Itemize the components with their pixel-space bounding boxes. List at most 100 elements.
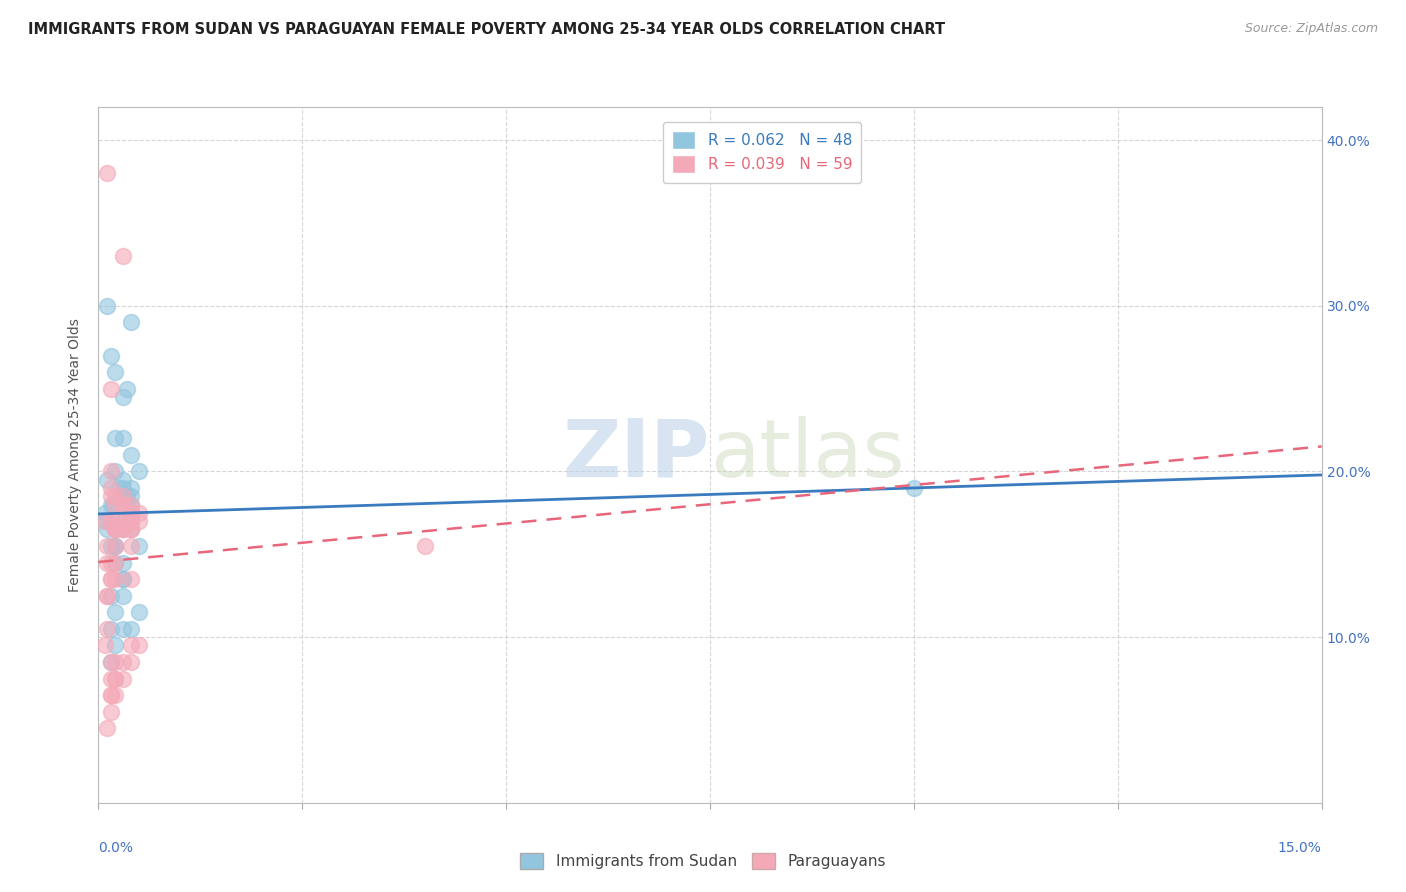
Point — [120, 481, 142, 495]
Point — [96, 166, 118, 180]
Point — [120, 498, 142, 512]
Point — [111, 489, 134, 503]
Text: 0.0%: 0.0% — [98, 841, 134, 855]
Point — [111, 498, 134, 512]
Point — [100, 349, 122, 363]
Point — [128, 506, 150, 520]
Point — [111, 589, 134, 603]
Point — [128, 605, 150, 619]
Point — [104, 431, 127, 445]
Point — [120, 514, 142, 528]
Point — [96, 514, 118, 528]
Point — [120, 572, 142, 586]
Point — [100, 572, 122, 586]
Point — [94, 514, 117, 528]
Point — [120, 539, 142, 553]
Point — [96, 473, 118, 487]
Point — [111, 523, 134, 537]
Point — [128, 514, 150, 528]
Point — [104, 539, 127, 553]
Point — [104, 672, 127, 686]
Point — [96, 622, 118, 636]
Point — [111, 556, 134, 570]
Point — [111, 655, 134, 669]
Point — [128, 539, 150, 553]
Point — [111, 514, 134, 528]
Point — [115, 489, 138, 503]
Point — [120, 639, 142, 653]
Point — [120, 498, 142, 512]
Point — [96, 556, 118, 570]
Point — [120, 523, 142, 537]
Point — [100, 481, 122, 495]
Point — [120, 506, 142, 520]
Point — [96, 299, 118, 313]
Point — [111, 473, 134, 487]
Point — [94, 639, 117, 653]
Text: IMMIGRANTS FROM SUDAN VS PARAGUAYAN FEMALE POVERTY AMONG 25-34 YEAR OLDS CORRELA: IMMIGRANTS FROM SUDAN VS PARAGUAYAN FEMA… — [28, 22, 945, 37]
Point — [104, 498, 127, 512]
Point — [96, 721, 118, 735]
Point — [111, 672, 134, 686]
Point — [111, 622, 134, 636]
Point — [413, 539, 436, 553]
Point — [903, 481, 925, 495]
Point — [100, 489, 122, 503]
Point — [104, 672, 127, 686]
Point — [100, 539, 122, 553]
Text: ZIP: ZIP — [562, 416, 710, 494]
Point — [104, 655, 127, 669]
Point — [111, 523, 134, 537]
Point — [120, 514, 142, 528]
Point — [120, 489, 142, 503]
Point — [104, 639, 127, 653]
Point — [100, 688, 122, 702]
Point — [128, 465, 150, 479]
Point — [120, 523, 142, 537]
Point — [120, 622, 142, 636]
Point — [100, 622, 122, 636]
Point — [111, 572, 134, 586]
Point — [104, 539, 127, 553]
Point — [111, 572, 134, 586]
Point — [111, 523, 134, 537]
Point — [104, 465, 127, 479]
Point — [120, 523, 142, 537]
Point — [104, 539, 127, 553]
Point — [96, 589, 118, 603]
Point — [100, 465, 122, 479]
Point — [120, 655, 142, 669]
Point — [100, 688, 122, 702]
Point — [111, 514, 134, 528]
Point — [100, 655, 122, 669]
Point — [120, 514, 142, 528]
Point — [100, 382, 122, 396]
Legend: Immigrants from Sudan, Paraguayans: Immigrants from Sudan, Paraguayans — [515, 847, 891, 875]
Point — [100, 589, 122, 603]
Point — [108, 481, 131, 495]
Point — [111, 431, 134, 445]
Point — [104, 556, 127, 570]
Point — [100, 705, 122, 719]
Point — [120, 506, 142, 520]
Point — [104, 556, 127, 570]
Point — [104, 514, 127, 528]
Point — [100, 556, 122, 570]
Point — [96, 589, 118, 603]
Point — [104, 523, 127, 537]
Point — [104, 572, 127, 586]
Text: Source: ZipAtlas.com: Source: ZipAtlas.com — [1244, 22, 1378, 36]
Point — [100, 498, 122, 512]
Point — [111, 249, 134, 263]
Point — [101, 498, 124, 512]
Point — [96, 539, 118, 553]
Point — [104, 523, 127, 537]
Point — [104, 489, 127, 503]
Point — [120, 315, 142, 329]
Point — [104, 365, 127, 379]
Point — [120, 448, 142, 462]
Point — [120, 506, 142, 520]
Point — [100, 572, 122, 586]
Point — [104, 688, 127, 702]
Point — [104, 523, 127, 537]
